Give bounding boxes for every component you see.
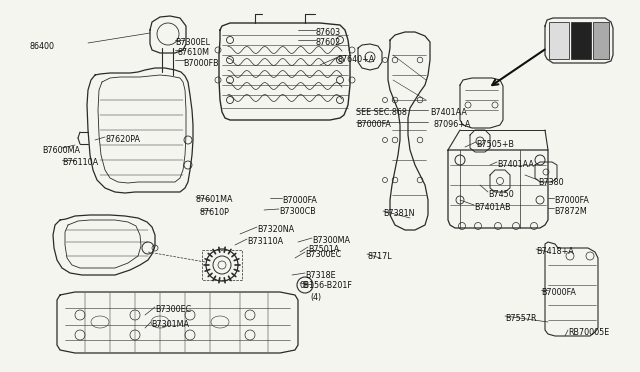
Text: (4): (4) <box>310 293 321 302</box>
Text: B7000FA: B7000FA <box>356 120 391 129</box>
Text: SEE SEC.868: SEE SEC.868 <box>356 108 407 117</box>
Text: B7401AA: B7401AA <box>497 160 534 169</box>
Text: B7380: B7380 <box>538 178 564 187</box>
Text: B7872M: B7872M <box>554 207 587 216</box>
Text: B7300EC: B7300EC <box>155 305 191 314</box>
Text: B7505+B: B7505+B <box>476 140 514 149</box>
Text: B7000FA: B7000FA <box>282 196 317 205</box>
Text: B7300EC: B7300EC <box>305 250 341 259</box>
Text: B7300MA: B7300MA <box>312 236 350 245</box>
Text: RB70005E: RB70005E <box>568 328 609 337</box>
Text: B7401AA: B7401AA <box>430 108 467 117</box>
Text: B7600MA: B7600MA <box>42 146 80 155</box>
Text: B7318E: B7318E <box>305 271 335 280</box>
Text: B7401AB: B7401AB <box>474 203 511 212</box>
Text: B7381N: B7381N <box>383 209 415 218</box>
Text: 87610P: 87610P <box>200 208 230 217</box>
Text: 87610M: 87610M <box>178 48 210 57</box>
Text: B7000FA: B7000FA <box>541 288 576 297</box>
Text: B7300EL: B7300EL <box>175 38 210 47</box>
Text: 87096+A: 87096+A <box>434 120 472 129</box>
Text: B7557R: B7557R <box>505 314 536 323</box>
Bar <box>593 22 609 59</box>
Text: B7300CB: B7300CB <box>279 207 316 216</box>
Text: B76110A: B76110A <box>62 158 98 167</box>
Text: 8717L: 8717L <box>367 252 392 261</box>
Bar <box>549 22 569 59</box>
Text: 87640+A: 87640+A <box>338 55 375 64</box>
Text: 87620PA: 87620PA <box>105 135 140 144</box>
Text: B7418+A: B7418+A <box>536 247 573 256</box>
Text: 08156-B201F: 08156-B201F <box>300 281 353 290</box>
Text: B7301MA: B7301MA <box>151 320 189 329</box>
Text: B7320NA: B7320NA <box>257 225 294 234</box>
Bar <box>202 250 242 280</box>
Text: 86400: 86400 <box>30 42 55 51</box>
Text: B7000FA: B7000FA <box>554 196 589 205</box>
Bar <box>571 22 591 59</box>
Text: 87602: 87602 <box>316 38 341 47</box>
Text: B73110A: B73110A <box>247 237 283 246</box>
Text: 87601MA: 87601MA <box>196 195 234 204</box>
Text: B7000FB: B7000FB <box>183 59 219 68</box>
Text: B: B <box>303 280 308 289</box>
Text: B7501A: B7501A <box>308 245 339 254</box>
Text: B7450: B7450 <box>488 190 514 199</box>
Text: 87603: 87603 <box>316 28 341 37</box>
